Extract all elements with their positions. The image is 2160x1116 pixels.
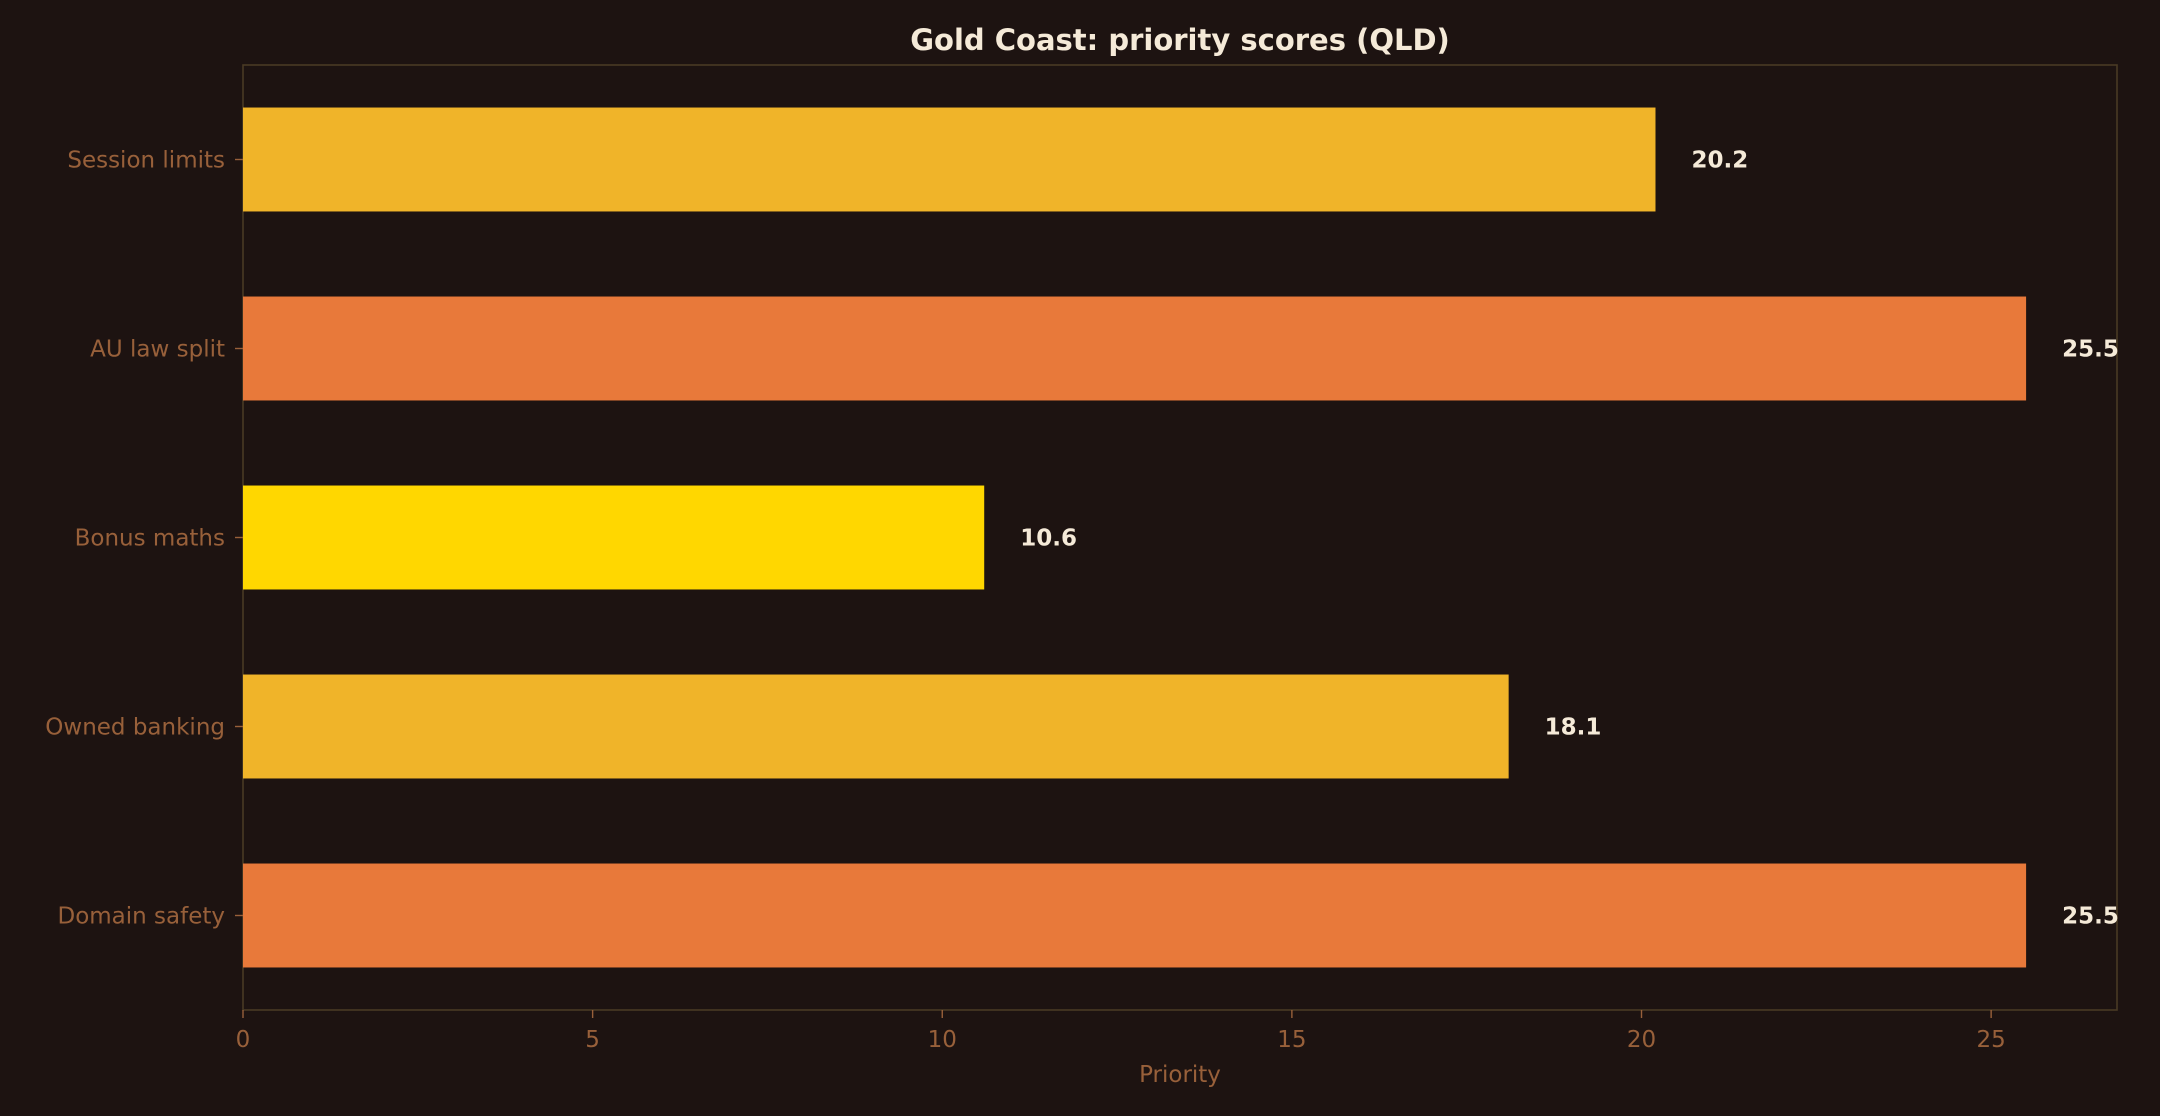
bar — [243, 863, 2027, 968]
y-tick-label: Owned banking — [45, 715, 225, 741]
bars-layer: 20.2 25.5 10.6 18.1 25.5 — [243, 107, 2119, 968]
x-tick-label: 5 — [585, 1027, 600, 1053]
x-tick-label: 20 — [1627, 1027, 1656, 1053]
value-label: 20.2 — [1691, 148, 1748, 174]
x-axis-label: Priority — [1139, 1062, 1221, 1088]
bar — [243, 485, 985, 590]
bar — [243, 674, 1509, 779]
y-tick-label: Session limits — [67, 148, 225, 174]
x-tick-label: 25 — [1976, 1027, 2005, 1053]
value-label: 18.1 — [1545, 715, 1602, 741]
x-tick-label: 0 — [236, 1027, 251, 1053]
bar — [243, 107, 1656, 212]
y-tick-label: Domain safety — [57, 904, 225, 930]
chart-title: Gold Coast: priority scores (QLD) — [910, 23, 1450, 57]
y-axis: Session limits AU law split Bonus maths Own… — [45, 148, 243, 930]
x-axis: 0 5 10 15 20 25 — [236, 1010, 2006, 1053]
y-tick-label: AU law split — [90, 337, 225, 363]
y-tick-label: Bonus maths — [75, 526, 225, 552]
value-label: 10.6 — [1020, 526, 1077, 552]
value-label: 25.5 — [2062, 904, 2119, 930]
bar — [243, 296, 2027, 401]
value-label: 25.5 — [2062, 337, 2119, 363]
x-tick-label: 10 — [928, 1027, 957, 1053]
x-tick-label: 15 — [1277, 1027, 1306, 1053]
